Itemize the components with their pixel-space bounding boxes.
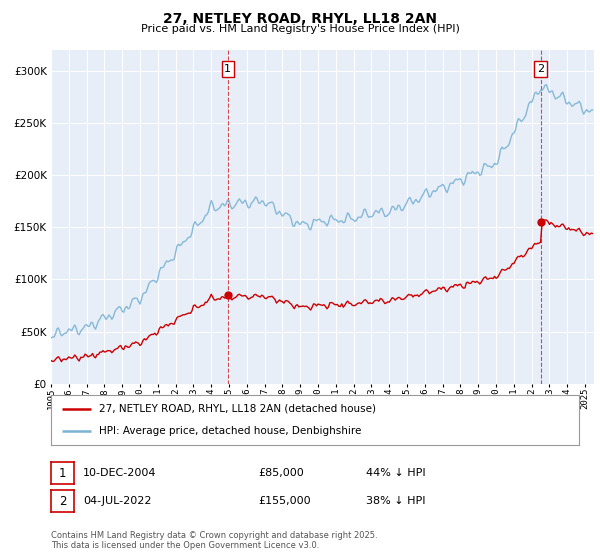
Text: £155,000: £155,000: [258, 496, 311, 506]
Text: 1: 1: [59, 466, 66, 480]
Text: 2: 2: [59, 494, 66, 508]
Text: 38% ↓ HPI: 38% ↓ HPI: [366, 496, 425, 506]
Text: Price paid vs. HM Land Registry's House Price Index (HPI): Price paid vs. HM Land Registry's House …: [140, 24, 460, 34]
Text: Contains HM Land Registry data © Crown copyright and database right 2025.
This d: Contains HM Land Registry data © Crown c…: [51, 530, 377, 550]
Text: HPI: Average price, detached house, Denbighshire: HPI: Average price, detached house, Denb…: [98, 426, 361, 436]
Text: 27, NETLEY ROAD, RHYL, LL18 2AN: 27, NETLEY ROAD, RHYL, LL18 2AN: [163, 12, 437, 26]
Text: 44% ↓ HPI: 44% ↓ HPI: [366, 468, 425, 478]
Text: 2: 2: [537, 64, 544, 74]
Text: 10-DEC-2004: 10-DEC-2004: [83, 468, 156, 478]
Text: 04-JUL-2022: 04-JUL-2022: [83, 496, 151, 506]
Text: 27, NETLEY ROAD, RHYL, LL18 2AN (detached house): 27, NETLEY ROAD, RHYL, LL18 2AN (detache…: [98, 404, 376, 414]
Text: £85,000: £85,000: [258, 468, 304, 478]
Text: 1: 1: [224, 64, 231, 74]
